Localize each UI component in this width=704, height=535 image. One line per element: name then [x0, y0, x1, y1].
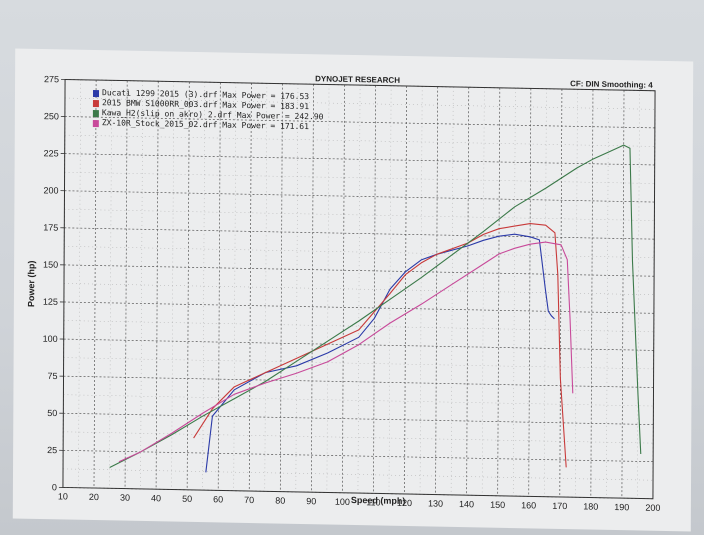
y-tick-label: 275	[44, 74, 59, 84]
y-tick-label: 225	[44, 148, 59, 158]
grid-line-y	[63, 449, 654, 463]
grid-line-x	[202, 82, 206, 491]
y-tick-label: 250	[44, 111, 59, 121]
grid-line-x	[342, 84, 345, 493]
dyno-chart: 0 25 50 75 100 125 150 175 200 225 250 275 10 20 30 40…	[43, 74, 661, 513]
x-tick-label: 140	[459, 499, 474, 509]
series-line-3	[118, 241, 574, 463]
series-line-0	[205, 233, 555, 473]
x-tick-label: 10	[58, 491, 68, 501]
grid-line-x	[264, 83, 268, 492]
grid-line-x	[606, 89, 609, 498]
legend-swatch	[92, 119, 99, 127]
grid-line-x	[373, 85, 376, 494]
grid-line-x	[248, 83, 252, 492]
x-tick-label: 200	[645, 503, 660, 513]
grid-line-y	[64, 134, 655, 147]
series-line-2	[109, 144, 642, 469]
y-tick-label: 25	[47, 445, 57, 455]
header-right-info: CF: DIN Smoothing: 4	[570, 79, 653, 90]
x-tick-label: 90	[306, 496, 316, 506]
grid-line-y	[63, 394, 654, 407]
grid-line-y	[63, 301, 654, 314]
y-tick-label: 200	[43, 185, 58, 195]
series-line-1	[193, 223, 567, 468]
y-tick-label: 0	[52, 482, 57, 492]
x-axis-label: Speed (mph)	[350, 494, 406, 507]
grid-line-x	[512, 88, 516, 497]
y-tick-labels: 0 25 50 75 100 125 150 175 200 225 250 275	[43, 74, 66, 492]
legend: Ducati 1299 2015 (3).drf Max Power = 176…	[92, 88, 324, 132]
grid-line-x	[357, 85, 361, 494]
legend-swatch	[92, 89, 100, 97]
y-tick-label: 100	[43, 334, 58, 344]
grid-line-x	[124, 80, 128, 489]
y-axis-label: Power (hp)	[26, 260, 37, 308]
y-tick-label: 150	[43, 260, 58, 270]
x-tick-label: 20	[89, 492, 99, 502]
x-tick-label: 160	[521, 500, 536, 510]
grid-line-y	[64, 264, 655, 277]
grid-line-x	[497, 87, 501, 496]
x-tick-label: 190	[614, 502, 629, 512]
x-tick-label: 180	[583, 501, 598, 511]
grid-line-x	[217, 82, 221, 491]
y-tick-label: 75	[47, 371, 57, 381]
y-tick-label: 125	[43, 297, 58, 307]
x-tick-label: 30	[120, 493, 130, 503]
y-tick-label: 50	[47, 408, 57, 418]
grid-line-x	[590, 89, 594, 498]
grid-line-x	[528, 88, 532, 497]
grid	[62, 79, 656, 500]
grid-line-x	[109, 80, 112, 489]
x-tick-label: 40	[151, 493, 161, 503]
x-tick-labels: 10 20 30 40 50 60 70 80 90 100 110 120 130 140 150 160 1…	[58, 491, 661, 513]
x-tick-label: 50	[182, 494, 192, 504]
grid-line-x	[140, 80, 143, 489]
x-tick-label: 70	[244, 495, 254, 505]
grid-line-y	[64, 209, 655, 221]
x-tick-label: 80	[275, 496, 285, 506]
x-tick-label: 170	[552, 501, 567, 511]
plot-border	[62, 78, 656, 500]
grid-line-y	[63, 468, 654, 481]
x-tick-label: 100	[335, 497, 350, 507]
y-tick-label: 175	[43, 222, 58, 232]
grid-line-x	[155, 81, 159, 490]
x-tick-label: 130	[428, 498, 443, 508]
x-tick-label: 150	[490, 500, 505, 510]
monitor-screen: 0 25 50 75 100 125 150 175 200 225 250 275 10 20 30 40…	[12, 48, 694, 532]
grid-line-x	[481, 87, 485, 496]
grid-line-x	[233, 82, 237, 491]
grid-line-y	[64, 190, 655, 203]
legend-swatch	[92, 99, 99, 107]
grid-line-y	[63, 357, 654, 370]
x-tick-label: 120	[397, 498, 412, 508]
grid-line-x	[93, 80, 97, 489]
chart-title: DYNOJET RESEARCH	[315, 74, 401, 85]
grid-line-x	[621, 90, 625, 499]
legend-swatch	[92, 109, 99, 117]
grid-line-y	[64, 153, 655, 166]
grid-line-x	[326, 84, 330, 493]
x-tick-label: 110	[366, 497, 380, 507]
grid-line-x	[637, 90, 640, 499]
grid-line-y	[63, 412, 654, 425]
series-lines	[109, 144, 642, 473]
x-tick-label: 60	[213, 494, 223, 504]
plot-frame	[62, 78, 656, 500]
